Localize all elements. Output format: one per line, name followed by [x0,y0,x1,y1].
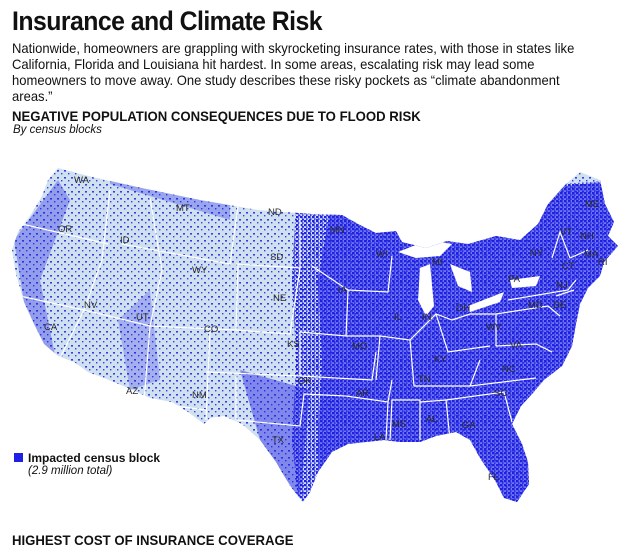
state-label-la: LA [374,432,386,443]
state-label-wa: WA [74,175,90,186]
state-label-mt: MT [176,203,190,214]
state-label-va: VA [510,340,523,351]
state-label-al: AL [426,414,438,425]
state-label-nh: NH [580,231,594,242]
state-label-ut: UT [136,312,149,323]
state-label-az: AZ [126,386,138,397]
state-label-ri: RI [598,257,608,268]
map-title: NEGATIVE POPULATION CONSEQUENCES DUE TO … [12,108,421,124]
state-label-ky: KY [434,354,447,365]
state-label-mi: MI [432,257,443,268]
state-label-ma: MA [584,249,599,260]
state-label-oh: OH [456,303,470,314]
state-label-id: ID [120,235,130,246]
state-label-wy: WY [192,265,208,276]
state-label-ia: IA [338,285,348,296]
state-label-sc: SC [494,388,507,399]
state-label-ca: CA [44,322,58,333]
state-label-ar: AR [356,388,369,399]
state-borders [19,189,589,441]
state-label-il: IL [394,312,402,323]
state-label-nd: ND [268,207,282,218]
us-map: WA OR ID MT ND SD WY NE NV UT CO KS CA A… [0,140,624,520]
state-label-ct: CT [562,261,575,272]
state-label-pa: PA [508,274,521,285]
us-map-svg: WA OR ID MT ND SD WY NE NV UT CO KS CA A… [12,168,618,502]
legend-label: Impacted census block [28,451,161,465]
state-label-fl: FL [488,472,499,483]
state-label-ga: GA [462,420,476,431]
state-label-tn: TN [418,374,431,385]
state-label-ms: MS [392,419,406,430]
state-label-nj: NJ [556,280,568,291]
state-label-ok: OK [298,376,312,387]
state-label-co: CO [204,324,218,335]
state-label-ne: NE [273,293,286,304]
state-label-nv: NV [84,300,98,311]
state-label-or: OR [58,224,72,235]
page-title: Insurance and Climate Risk [12,6,323,36]
state-label-ks: KS [287,339,300,350]
impacted-swatch [14,453,23,462]
state-labels: WA OR ID MT ND SD WY NE NV UT CO KS CA A… [44,175,608,483]
state-label-in: IN [422,312,432,323]
state-label-nc: NC [502,364,516,375]
map-subtitle: By census blocks [13,124,102,136]
state-label-wi: WI [376,249,388,260]
legend-total: (2.9 million total) [28,465,113,477]
state-label-vt: VT [560,227,572,238]
state-label-md: MD [528,300,543,311]
next-section-title: HIGHEST COST OF INSURANCE COVERAGE [12,532,294,548]
state-label-mn: MN [330,225,345,236]
intro-paragraph: Nationwide, homeowners are grappling wit… [12,40,575,104]
state-label-mo: MO [352,341,367,352]
state-label-ny: NY [530,248,544,259]
state-label-wv: WV [486,322,502,333]
state-label-nm: NM [192,390,207,401]
state-label-me: ME [585,199,599,210]
state-label-sd: SD [270,252,283,263]
state-label-tx: TX [272,435,285,446]
state-label-de: DE [553,300,566,311]
